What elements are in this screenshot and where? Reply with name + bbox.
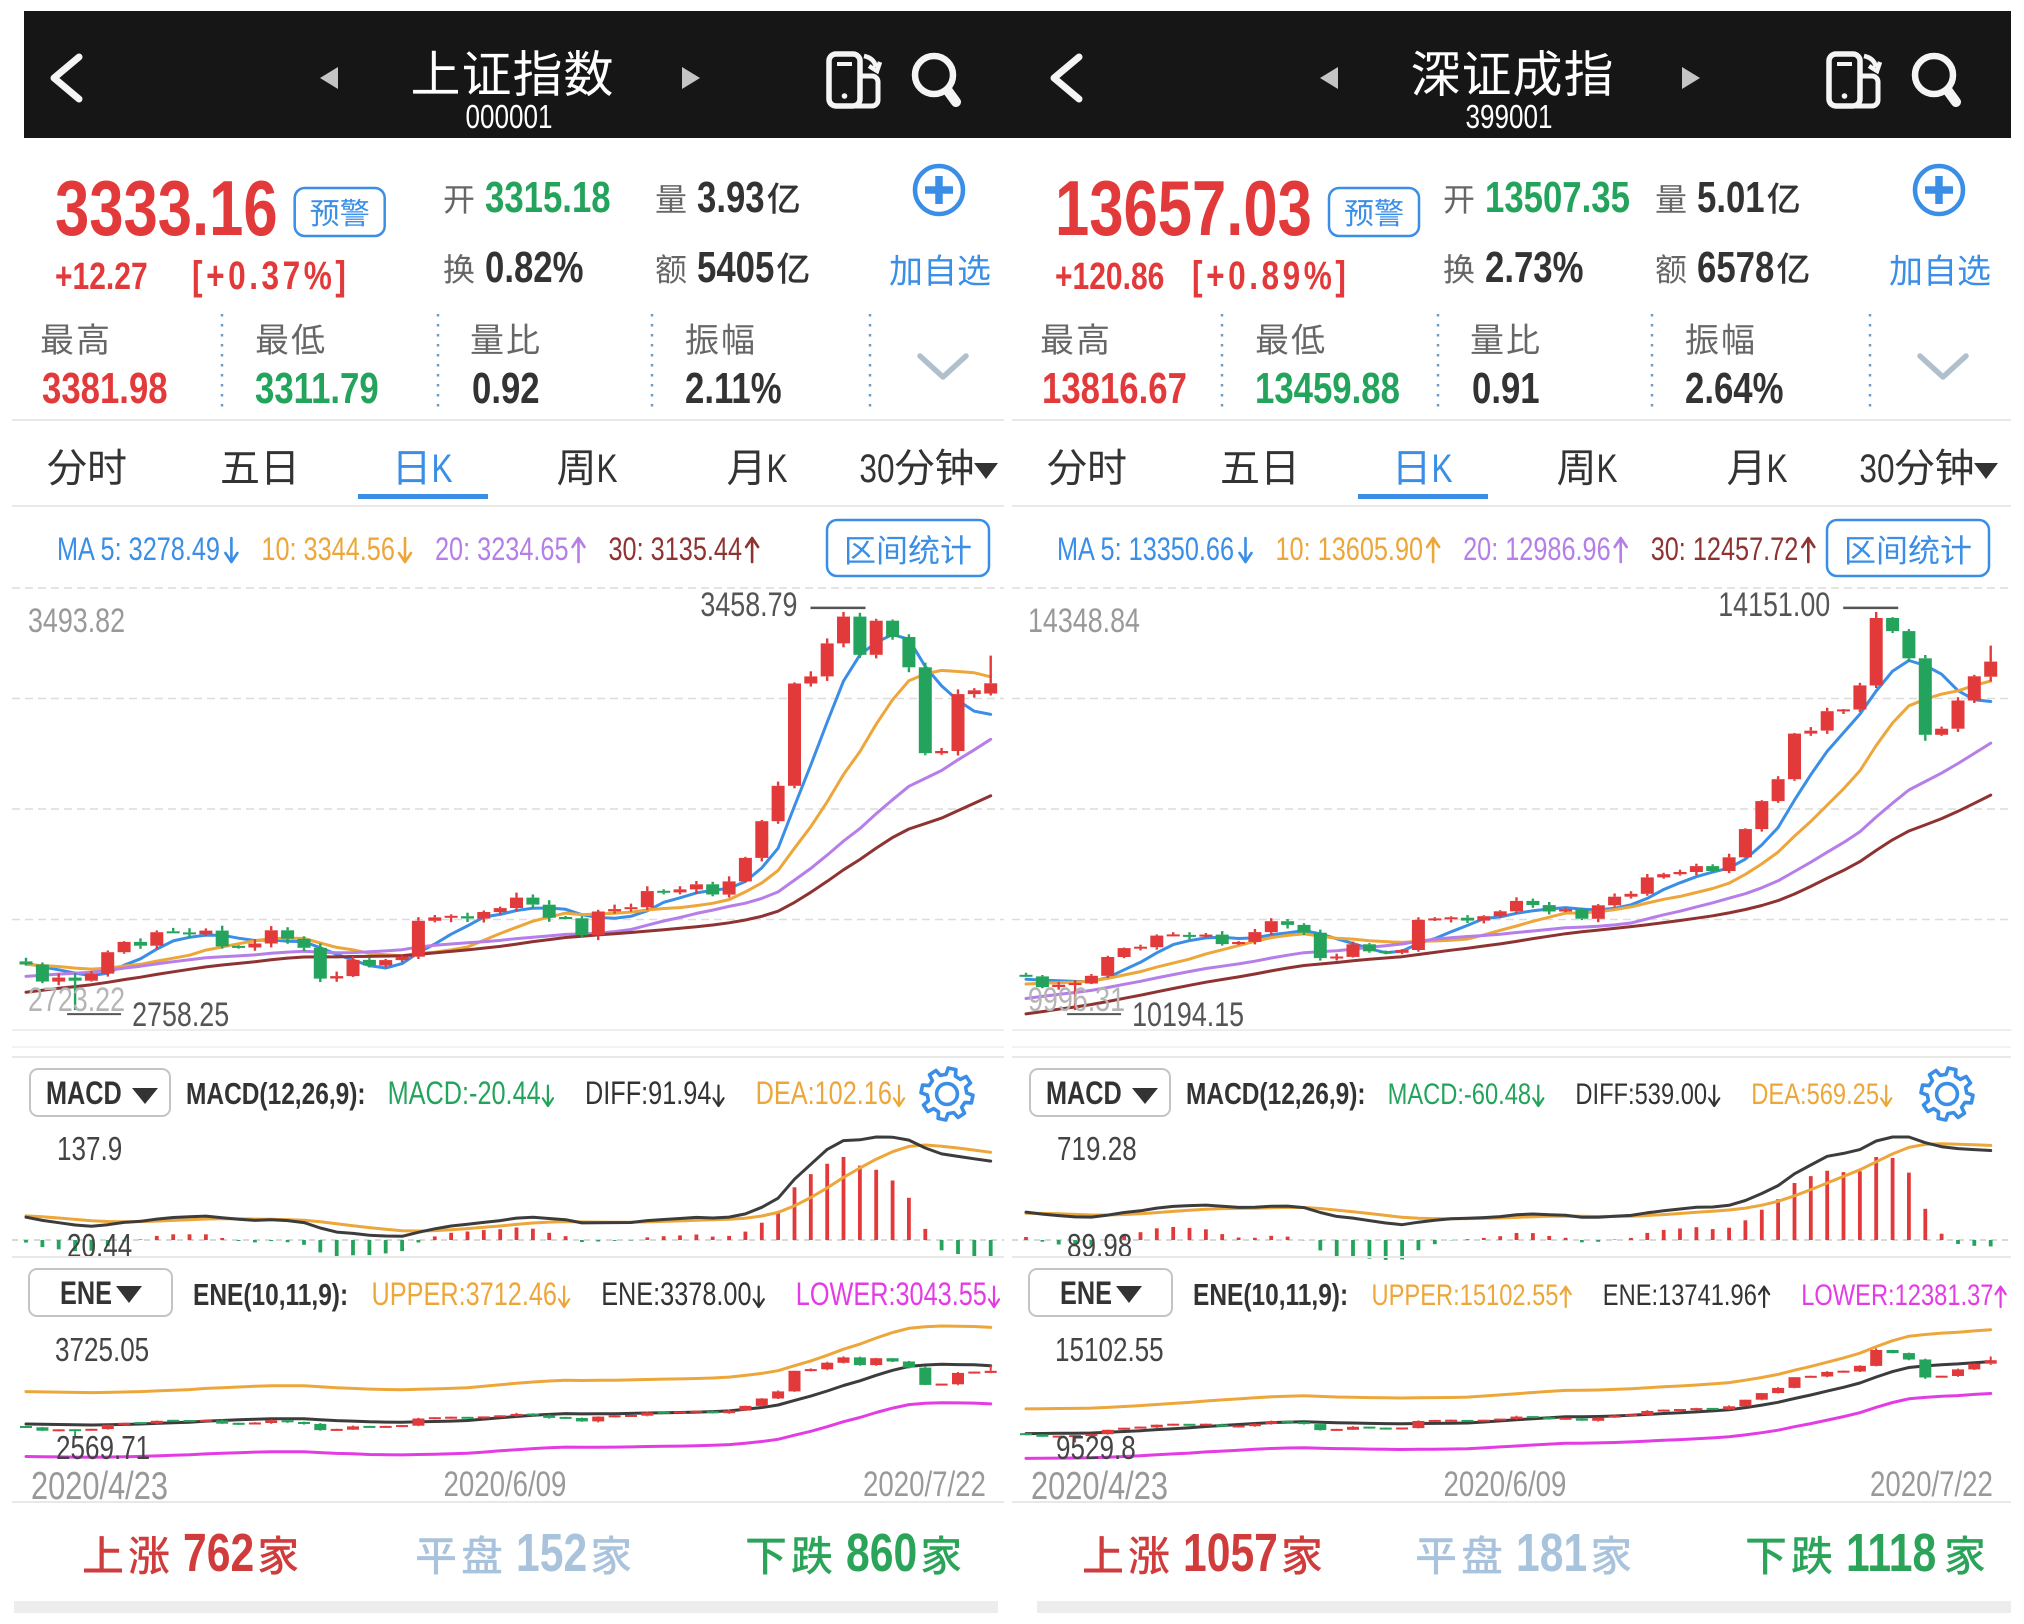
svg-text:719.28: 719.28 xyxy=(1057,1131,1137,1168)
svg-text:2020/7/22: 2020/7/22 xyxy=(863,1464,986,1504)
svg-text:762: 762 xyxy=(183,1523,254,1583)
svg-text:2020/7/22: 2020/7/22 xyxy=(1870,1464,1993,1504)
svg-text:MACD(12,26,9):: MACD(12,26,9): xyxy=(186,1076,366,1110)
svg-text:10: 13605.90: 10: 13605.90 xyxy=(1276,532,1424,568)
svg-text:+12.27: +12.27 xyxy=(55,256,148,298)
svg-text:13459.88: 13459.88 xyxy=(1255,364,1400,413)
svg-text:2020/6/09: 2020/6/09 xyxy=(1444,1464,1567,1504)
svg-text:89.98: 89.98 xyxy=(1067,1228,1132,1265)
svg-text:1057: 1057 xyxy=(1183,1523,1278,1583)
svg-text:K: K xyxy=(432,445,453,490)
svg-text:LOWER:3043.55: LOWER:3043.55 xyxy=(796,1277,987,1313)
svg-text:20.44: 20.44 xyxy=(67,1228,132,1265)
svg-text:2.64%: 2.64% xyxy=(1685,364,1784,413)
svg-text:10194.15: 10194.15 xyxy=(1132,996,1244,1034)
svg-text:0.91: 0.91 xyxy=(1472,364,1540,413)
svg-text:K: K xyxy=(597,445,618,490)
svg-text:3315.18: 3315.18 xyxy=(485,173,611,222)
svg-text:14348.84: 14348.84 xyxy=(1028,602,1140,640)
svg-text:30: 3135.44: 30: 3135.44 xyxy=(609,532,743,568)
svg-text:UPPER:15102.55: UPPER:15102.55 xyxy=(1372,1278,1559,1311)
svg-text:UPPER:3712.46: UPPER:3712.46 xyxy=(372,1277,557,1313)
svg-text:ENE(10,11,9):: ENE(10,11,9): xyxy=(1193,1277,1348,1311)
svg-text:399001: 399001 xyxy=(1466,99,1553,136)
svg-text:9996.31: 9996.31 xyxy=(1028,981,1125,1019)
svg-text:13816.67: 13816.67 xyxy=(1042,364,1187,413)
svg-text:30: 12457.72: 30: 12457.72 xyxy=(1651,532,1799,568)
svg-text:2020/4/23: 2020/4/23 xyxy=(1031,1465,1168,1508)
svg-text:9529.8: 9529.8 xyxy=(1056,1430,1136,1467)
svg-text:K: K xyxy=(767,445,788,490)
svg-text:2.11%: 2.11% xyxy=(685,364,782,413)
svg-text:[+0.37%]: [+0.37%] xyxy=(192,252,349,297)
svg-text:3725.05: 3725.05 xyxy=(55,1332,149,1369)
svg-text:DEA:569.25: DEA:569.25 xyxy=(1751,1077,1879,1110)
svg-text:20: 12986.96: 20: 12986.96 xyxy=(1463,532,1611,568)
svg-text:181: 181 xyxy=(1516,1523,1587,1583)
svg-text:1118: 1118 xyxy=(1846,1523,1936,1583)
svg-text:K: K xyxy=(1432,445,1453,490)
svg-text:13657.03: 13657.03 xyxy=(1055,164,1312,252)
svg-text:2.73%: 2.73% xyxy=(1485,243,1584,292)
svg-text:DIFF:91.94: DIFF:91.94 xyxy=(585,1076,711,1112)
svg-text:K: K xyxy=(1597,445,1618,490)
svg-text:LOWER:12381.37: LOWER:12381.37 xyxy=(1801,1278,1993,1311)
svg-text:MACD: MACD xyxy=(1046,1076,1122,1112)
svg-text:ENE:3378.00: ENE:3378.00 xyxy=(601,1277,751,1313)
svg-text:3333.16: 3333.16 xyxy=(55,164,278,252)
svg-text:K: K xyxy=(1767,445,1788,490)
svg-text:ENE:13741.96: ENE:13741.96 xyxy=(1603,1278,1757,1311)
svg-text:20: 3234.65: 20: 3234.65 xyxy=(435,532,569,568)
svg-text:10: 3344.56: 10: 3344.56 xyxy=(261,532,395,568)
svg-text:0.82%: 0.82% xyxy=(485,243,584,292)
svg-text:2723.22: 2723.22 xyxy=(28,981,125,1019)
svg-text:30: 30 xyxy=(859,445,894,490)
svg-text:137.9: 137.9 xyxy=(57,1131,122,1168)
svg-text:DEA:102.16: DEA:102.16 xyxy=(756,1076,892,1112)
svg-text:MA 5: 3278.49: MA 5: 3278.49 xyxy=(57,532,220,568)
svg-text:14151.00: 14151.00 xyxy=(1718,586,1830,624)
svg-text:0.92: 0.92 xyxy=(472,364,540,413)
svg-text:152: 152 xyxy=(516,1523,587,1583)
svg-text:+120.86: +120.86 xyxy=(1055,256,1164,298)
svg-text:2758.25: 2758.25 xyxy=(132,996,229,1034)
svg-text:ENE(10,11,9):: ENE(10,11,9): xyxy=(193,1277,348,1311)
svg-text:MA 5: 13350.66: MA 5: 13350.66 xyxy=(1057,532,1234,568)
svg-text:15102.55: 15102.55 xyxy=(1055,1332,1164,1369)
svg-text:MACD:-60.48: MACD:-60.48 xyxy=(1388,1077,1531,1110)
svg-text:860: 860 xyxy=(846,1523,917,1583)
svg-text:3381.98: 3381.98 xyxy=(42,364,168,413)
svg-text:MACD: MACD xyxy=(46,1076,122,1112)
svg-text:5.01: 5.01 xyxy=(1697,173,1765,222)
svg-text:2020/6/09: 2020/6/09 xyxy=(444,1464,567,1504)
svg-text:3311.79: 3311.79 xyxy=(255,364,379,413)
svg-text:6578: 6578 xyxy=(1697,243,1774,292)
svg-text:000001: 000001 xyxy=(466,99,553,136)
svg-text:3458.79: 3458.79 xyxy=(700,586,797,624)
svg-text:30: 30 xyxy=(1859,445,1894,490)
svg-text:DIFF:539.00: DIFF:539.00 xyxy=(1575,1077,1707,1110)
svg-text:ENE: ENE xyxy=(60,1276,112,1312)
svg-text:ENE: ENE xyxy=(1060,1276,1112,1312)
svg-text:3493.82: 3493.82 xyxy=(28,602,125,640)
svg-text:2569.71: 2569.71 xyxy=(56,1430,150,1467)
svg-text:[+0.89%]: [+0.89%] xyxy=(1192,252,1349,297)
svg-text:3.93: 3.93 xyxy=(697,173,765,222)
svg-text:5405: 5405 xyxy=(697,243,774,292)
svg-text:MACD(12,26,9):: MACD(12,26,9): xyxy=(1186,1076,1366,1110)
svg-text:MACD:-20.44: MACD:-20.44 xyxy=(388,1076,541,1112)
svg-text:2020/4/23: 2020/4/23 xyxy=(31,1465,168,1508)
svg-text:13507.35: 13507.35 xyxy=(1485,173,1630,222)
